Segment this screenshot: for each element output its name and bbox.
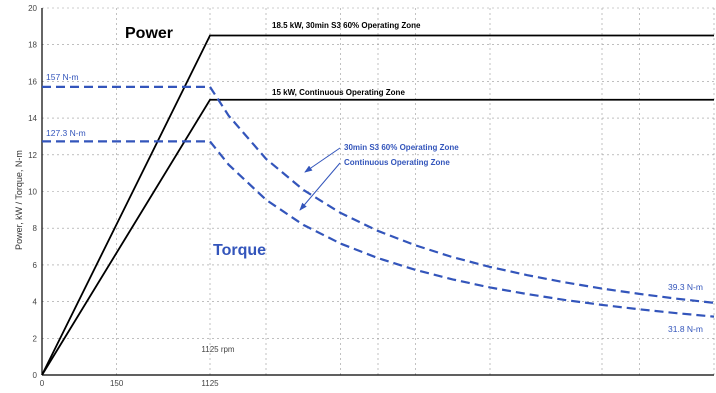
tick-labels: 0 2 4 6 8 10 12 14 16 18 20 0 150 1125 [28,4,219,388]
x-tick-label: 150 [110,379,124,388]
power-label: Power [125,25,173,42]
torque-label: Torque [213,242,266,259]
y-tick-label: 8 [33,224,38,233]
y-tick-label: 12 [28,151,37,160]
axes [41,8,714,376]
y-axis-label: Power, kW / Torque, N-m [14,150,24,250]
x-tick-label: 0 [40,379,45,388]
series-group [41,34,715,376]
series-line-3 [42,85,715,304]
y-tick-label: 10 [28,188,37,197]
series-line-2 [41,98,714,376]
y-tick-label: 0 [33,371,38,380]
arrow-cont [299,162,341,211]
zone-cont-label: Continuous Operating Zone [344,158,450,167]
y-tick-label: 14 [28,114,37,123]
y-tick-label: 4 [33,298,38,307]
zone-18-label: 18.5 kW, 30min S3 60% Operating Zone [272,21,421,30]
y-tick-label: 2 [33,334,38,343]
arrow-30min [304,147,341,173]
y-tick-label: 20 [28,4,37,13]
torque-127-label: 127.3 N-m [46,128,86,138]
y-tick-label: 18 [28,41,37,50]
torque-39-label: 39.3 N-m [668,282,703,292]
series-line-4 [42,140,715,318]
grid [42,7,715,375]
torque-157-label: 157 N-m [46,72,79,82]
y-tick-label: 6 [33,261,38,270]
zone-30min-label: 30min S3 60% Operating Zone [344,143,459,152]
base-speed-label: 1125 rpm [201,345,235,354]
y-tick-label: 16 [28,77,37,86]
x-tick-label: 1125 [201,379,219,388]
zone-15-label: 15 kW, Continuous Operating Zone [272,88,405,97]
series-line-1 [41,34,714,376]
torque-31-label: 31.8 N-m [668,324,703,334]
